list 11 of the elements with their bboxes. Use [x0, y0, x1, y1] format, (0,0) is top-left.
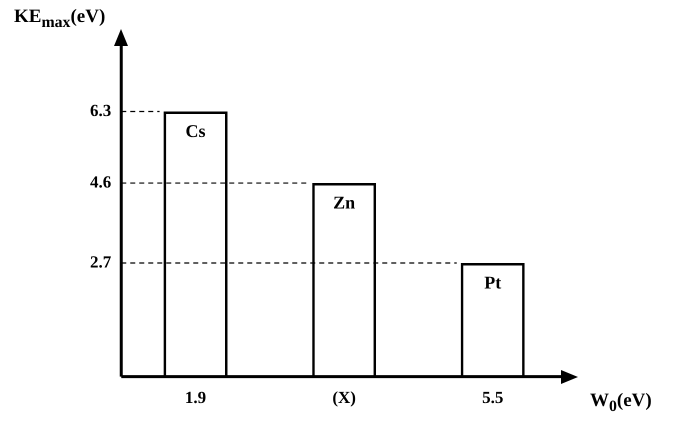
y-axis-title: KE$_{max}$(eV): [14, 6, 106, 32]
y-tick-label: 4.6: [90, 172, 112, 192]
annotation: Zn: [333, 192, 356, 213]
annotation: Pt: [484, 272, 502, 293]
y-tick-label: 6.3: [90, 100, 112, 120]
x-axis-title: W$_{0}$(eV): [590, 390, 652, 416]
x-tick-label: 5.5: [482, 388, 504, 408]
y-tick-label: 2.7: [90, 252, 112, 272]
x-tick-label: 1.9: [184, 388, 206, 408]
x-tick-label: (X): [332, 388, 356, 408]
annotation: Cs: [186, 121, 206, 142]
